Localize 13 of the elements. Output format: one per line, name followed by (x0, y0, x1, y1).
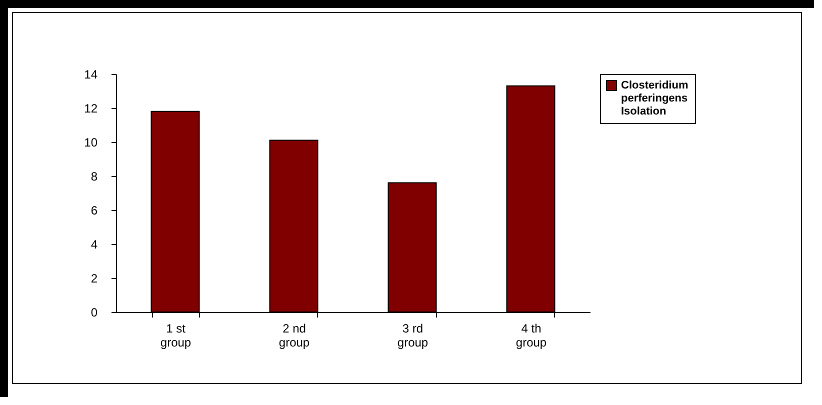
x-tick-label: 1 st group (160, 322, 192, 350)
y-tick-label: 10 (84, 136, 98, 150)
y-tick-label: 12 (84, 102, 98, 116)
y-tick-label: 4 (90, 238, 98, 252)
legend-label: Closteridium perferingens Isolation (621, 80, 688, 118)
y-tick-label: 0 (90, 306, 98, 320)
y-tick-label: 8 (90, 170, 98, 184)
y-tick-label: 6 (90, 204, 98, 218)
y-tick-label: 2 (90, 272, 98, 286)
x-tick-label: 3 rd group (397, 322, 428, 350)
y-tick-label: 14 (84, 68, 98, 82)
x-tick-label: 4 th group (516, 322, 547, 350)
x-tick-label: 2 nd group (278, 322, 310, 350)
